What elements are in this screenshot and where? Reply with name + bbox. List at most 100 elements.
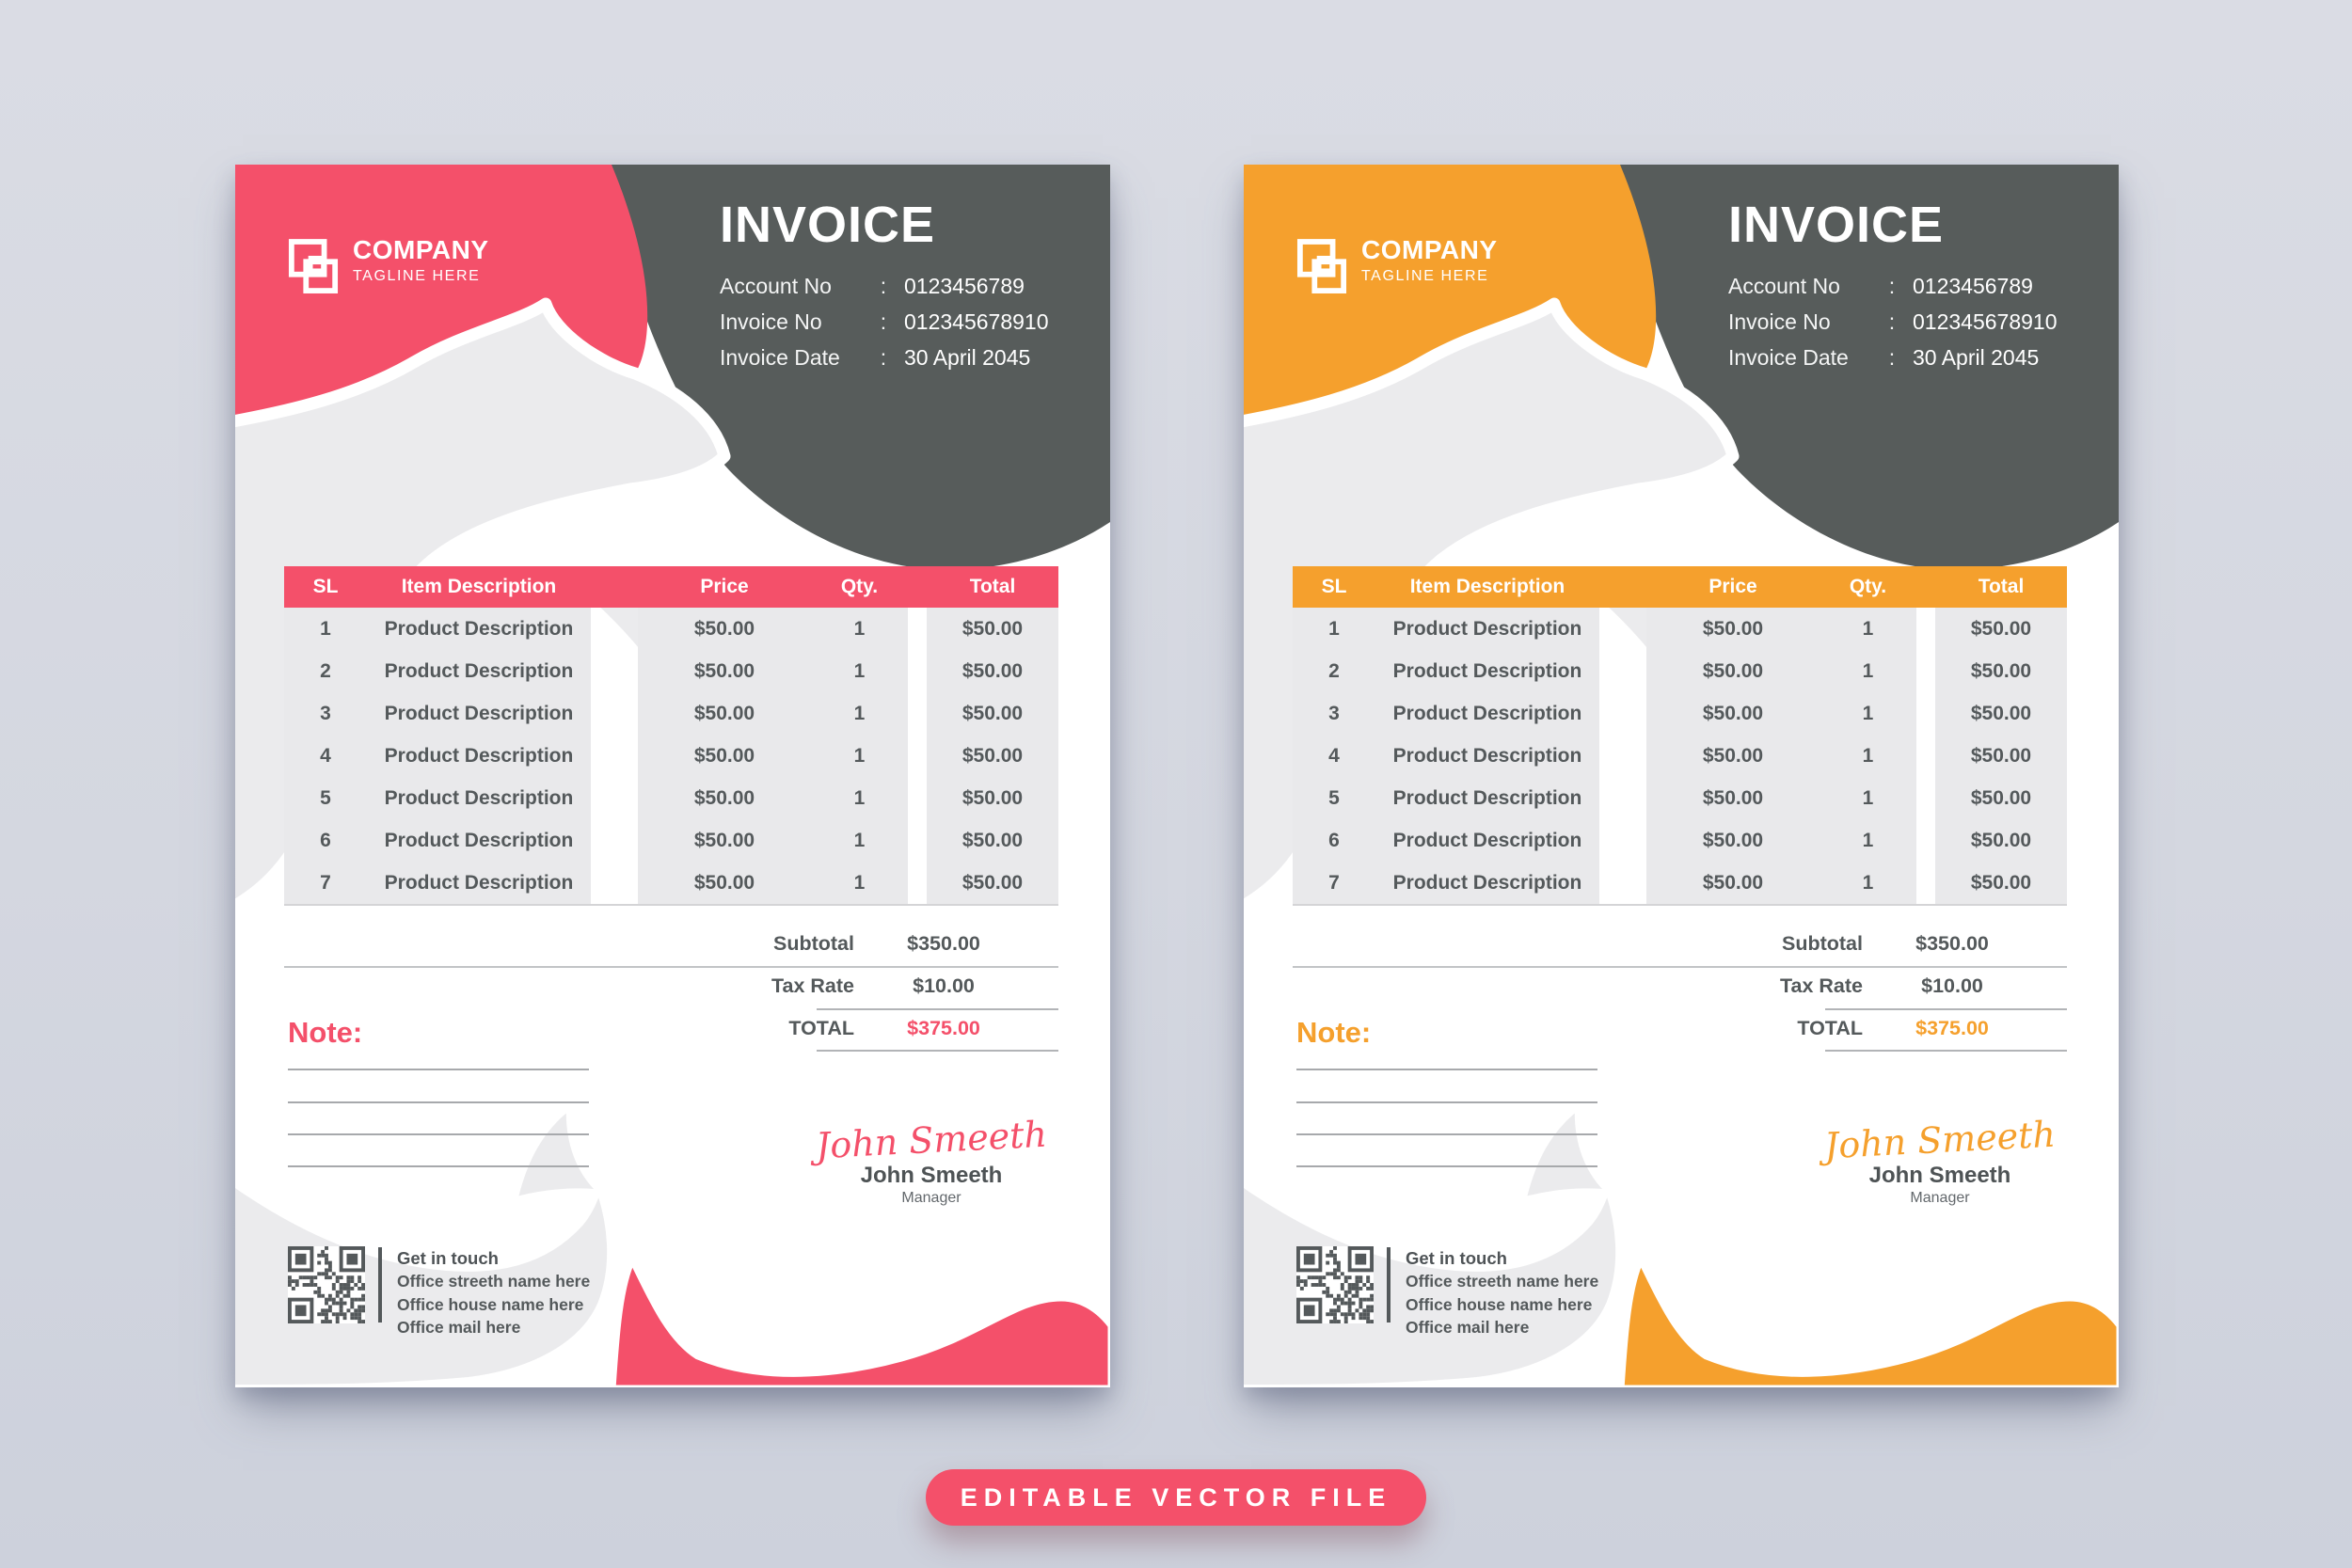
meta-value: 30 April 2045 [904, 345, 1031, 371]
signatory-role: Manager [1910, 1189, 1970, 1206]
invoice-header: INVOICE Account No : 0123456789 Invoice … [720, 198, 1068, 376]
header-gap [1599, 566, 1646, 608]
contact-heading: Get in touch [397, 1248, 499, 1268]
contact-line: Office mail here [1406, 1318, 1530, 1337]
meta-label: Account No [1728, 274, 1840, 299]
totals-separator [1293, 966, 2067, 968]
column-gap [591, 862, 638, 904]
signature-script: John Smeeth [814, 1113, 1048, 1167]
table-row: 3 Product Description $50.00 1 $50.00 [284, 692, 1058, 735]
contact-divider [1387, 1247, 1391, 1323]
totals-separator [817, 1008, 1058, 1010]
column-gap [1916, 735, 1935, 777]
cell-qty: 1 [811, 692, 908, 735]
gray-bottom-wave [1244, 1176, 1626, 1387]
column-gap [908, 862, 927, 904]
totals-separator [284, 966, 1058, 968]
cell-sl: 4 [1293, 735, 1375, 777]
note-writing-line [1296, 1165, 1597, 1167]
column-gap [591, 692, 638, 735]
subtotal-label: Subtotal [773, 931, 854, 955]
meta-row: Account No : 0123456789 [1728, 269, 2076, 305]
cell-sl: 4 [284, 735, 367, 777]
cell-price: $50.00 [638, 650, 811, 692]
table-row: 1 Product Description $50.00 1 $50.00 [1293, 608, 2067, 650]
header-qty: Qty. [1849, 576, 1887, 597]
meta-row: Invoice Date : 30 April 2045 [720, 341, 1068, 376]
column-gap [908, 650, 927, 692]
subtotal-row: Subtotal $350.00 [1658, 925, 2018, 962]
cell-qty: 1 [811, 735, 908, 777]
cell-total: $50.00 [927, 819, 1058, 862]
column-gap [591, 735, 638, 777]
cell-sl: 7 [284, 862, 367, 904]
meta-label: Invoice Date [720, 345, 840, 371]
contact-block: Get in touch Office streeth name here Of… [1296, 1246, 1598, 1339]
tax-row: Tax Rate $10.00 [649, 967, 1009, 1005]
cell-description: Product Description [367, 777, 591, 819]
cell-description: Product Description [367, 862, 591, 904]
meta-label: Account No [720, 274, 832, 299]
column-gap [908, 819, 927, 862]
meta-value: 30 April 2045 [1913, 345, 2040, 371]
cell-qty: 1 [811, 608, 908, 650]
meta-label: Invoice No [720, 309, 822, 335]
header-price: Price [1708, 576, 1757, 597]
cell-qty: 1 [1820, 608, 1916, 650]
total-row: TOTAL $375.00 [649, 1009, 1009, 1047]
meta-row: Invoice No : 012345678910 [720, 305, 1068, 341]
total-value: $375.00 [907, 1016, 980, 1039]
company-logo-icon [288, 239, 339, 293]
meta-row: Invoice No : 012345678910 [1728, 305, 2076, 341]
column-gap [1599, 692, 1646, 735]
cell-price: $50.00 [1646, 608, 1820, 650]
cell-description: Product Description [1375, 692, 1599, 735]
cell-sl: 2 [284, 650, 367, 692]
contact-line: Office streeth name here [1406, 1272, 1599, 1291]
column-gap [1916, 650, 1935, 692]
cell-description: Product Description [1375, 819, 1599, 862]
cell-sl: 1 [284, 608, 367, 650]
company-name: COMPANY [353, 235, 489, 264]
cell-total: $50.00 [1935, 692, 2067, 735]
meta-separator: : [880, 309, 887, 335]
cell-total: $50.00 [927, 862, 1058, 904]
column-gap [1599, 735, 1646, 777]
signatory-name: John Smeeth [1868, 1162, 2011, 1188]
note-writing-line [1296, 1069, 1597, 1070]
cell-description: Product Description [367, 735, 591, 777]
totals-separator [1825, 1008, 2067, 1010]
table-row: 4 Product Description $50.00 1 $50.00 [1293, 735, 2067, 777]
cell-total: $50.00 [927, 608, 1058, 650]
column-gap [908, 692, 927, 735]
note-heading: Note: [1296, 1016, 1372, 1049]
table-body: 1 Product Description $50.00 1 $50.00 2 Produc… [284, 608, 1058, 906]
invoice-meta: Account No : 0123456789 Invoice No : 012… [720, 269, 1068, 376]
signature-block: John Smeeth John Smeeth Manager [1804, 1114, 2076, 1207]
cell-total: $50.00 [927, 692, 1058, 735]
note-writing-line [288, 1101, 589, 1103]
cell-description: Product Description [367, 819, 591, 862]
table-row: 2 Product Description $50.00 1 $50.00 [1293, 650, 2067, 692]
tax-label: Tax Rate [1779, 974, 1863, 997]
total-label: TOTAL [788, 1016, 854, 1039]
cell-qty: 1 [811, 650, 908, 692]
meta-value: 012345678910 [1913, 309, 2058, 335]
cell-sl: 6 [284, 819, 367, 862]
cell-description: Product Description [367, 692, 591, 735]
cell-qty: 1 [1820, 819, 1916, 862]
cell-sl: 1 [1293, 608, 1375, 650]
cell-price: $50.00 [1646, 692, 1820, 735]
table-header-row: SL Item Description Price Qty. Total [1293, 566, 2067, 608]
note-writing-line [1296, 1101, 1597, 1103]
cell-total: $50.00 [927, 777, 1058, 819]
column-gap [908, 608, 927, 650]
column-gap [591, 650, 638, 692]
cell-qty: 1 [811, 819, 908, 862]
header-total: Total [969, 576, 1016, 597]
qr-code-icon [288, 1246, 365, 1323]
gray-bottom-wave [235, 1176, 617, 1387]
tax-row: Tax Rate $10.00 [1658, 967, 2018, 1005]
cell-description: Product Description [1375, 608, 1599, 650]
table-row: 7 Product Description $50.00 1 $50.00 [1293, 862, 2067, 904]
